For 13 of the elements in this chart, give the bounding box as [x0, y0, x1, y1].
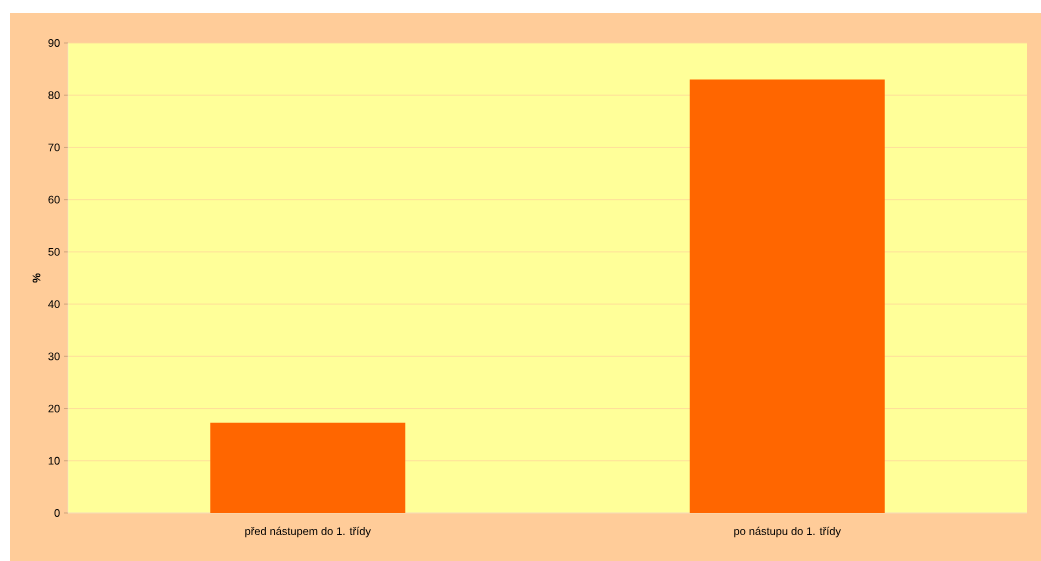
x-tick-label: po nástupu do 1. třídy — [734, 526, 841, 538]
y-tick-label: 80 — [48, 91, 60, 100]
y-axis-title: % — [32, 273, 41, 283]
y-tick-label: 70 — [48, 143, 60, 152]
y-tick-label: 40 — [48, 300, 60, 308]
y-tick-label: 30 — [48, 352, 60, 361]
y-tick-label: 90 — [48, 39, 60, 47]
y-tick-label: 0 — [54, 509, 60, 517]
y-tick-label: 60 — [48, 195, 60, 204]
y-tick-label: 10 — [48, 456, 60, 465]
x-tick-label: před nástupem do 1. třídy — [245, 526, 371, 538]
y-tick-label: 20 — [48, 404, 60, 413]
y-tick-label: 50 — [48, 247, 60, 256]
